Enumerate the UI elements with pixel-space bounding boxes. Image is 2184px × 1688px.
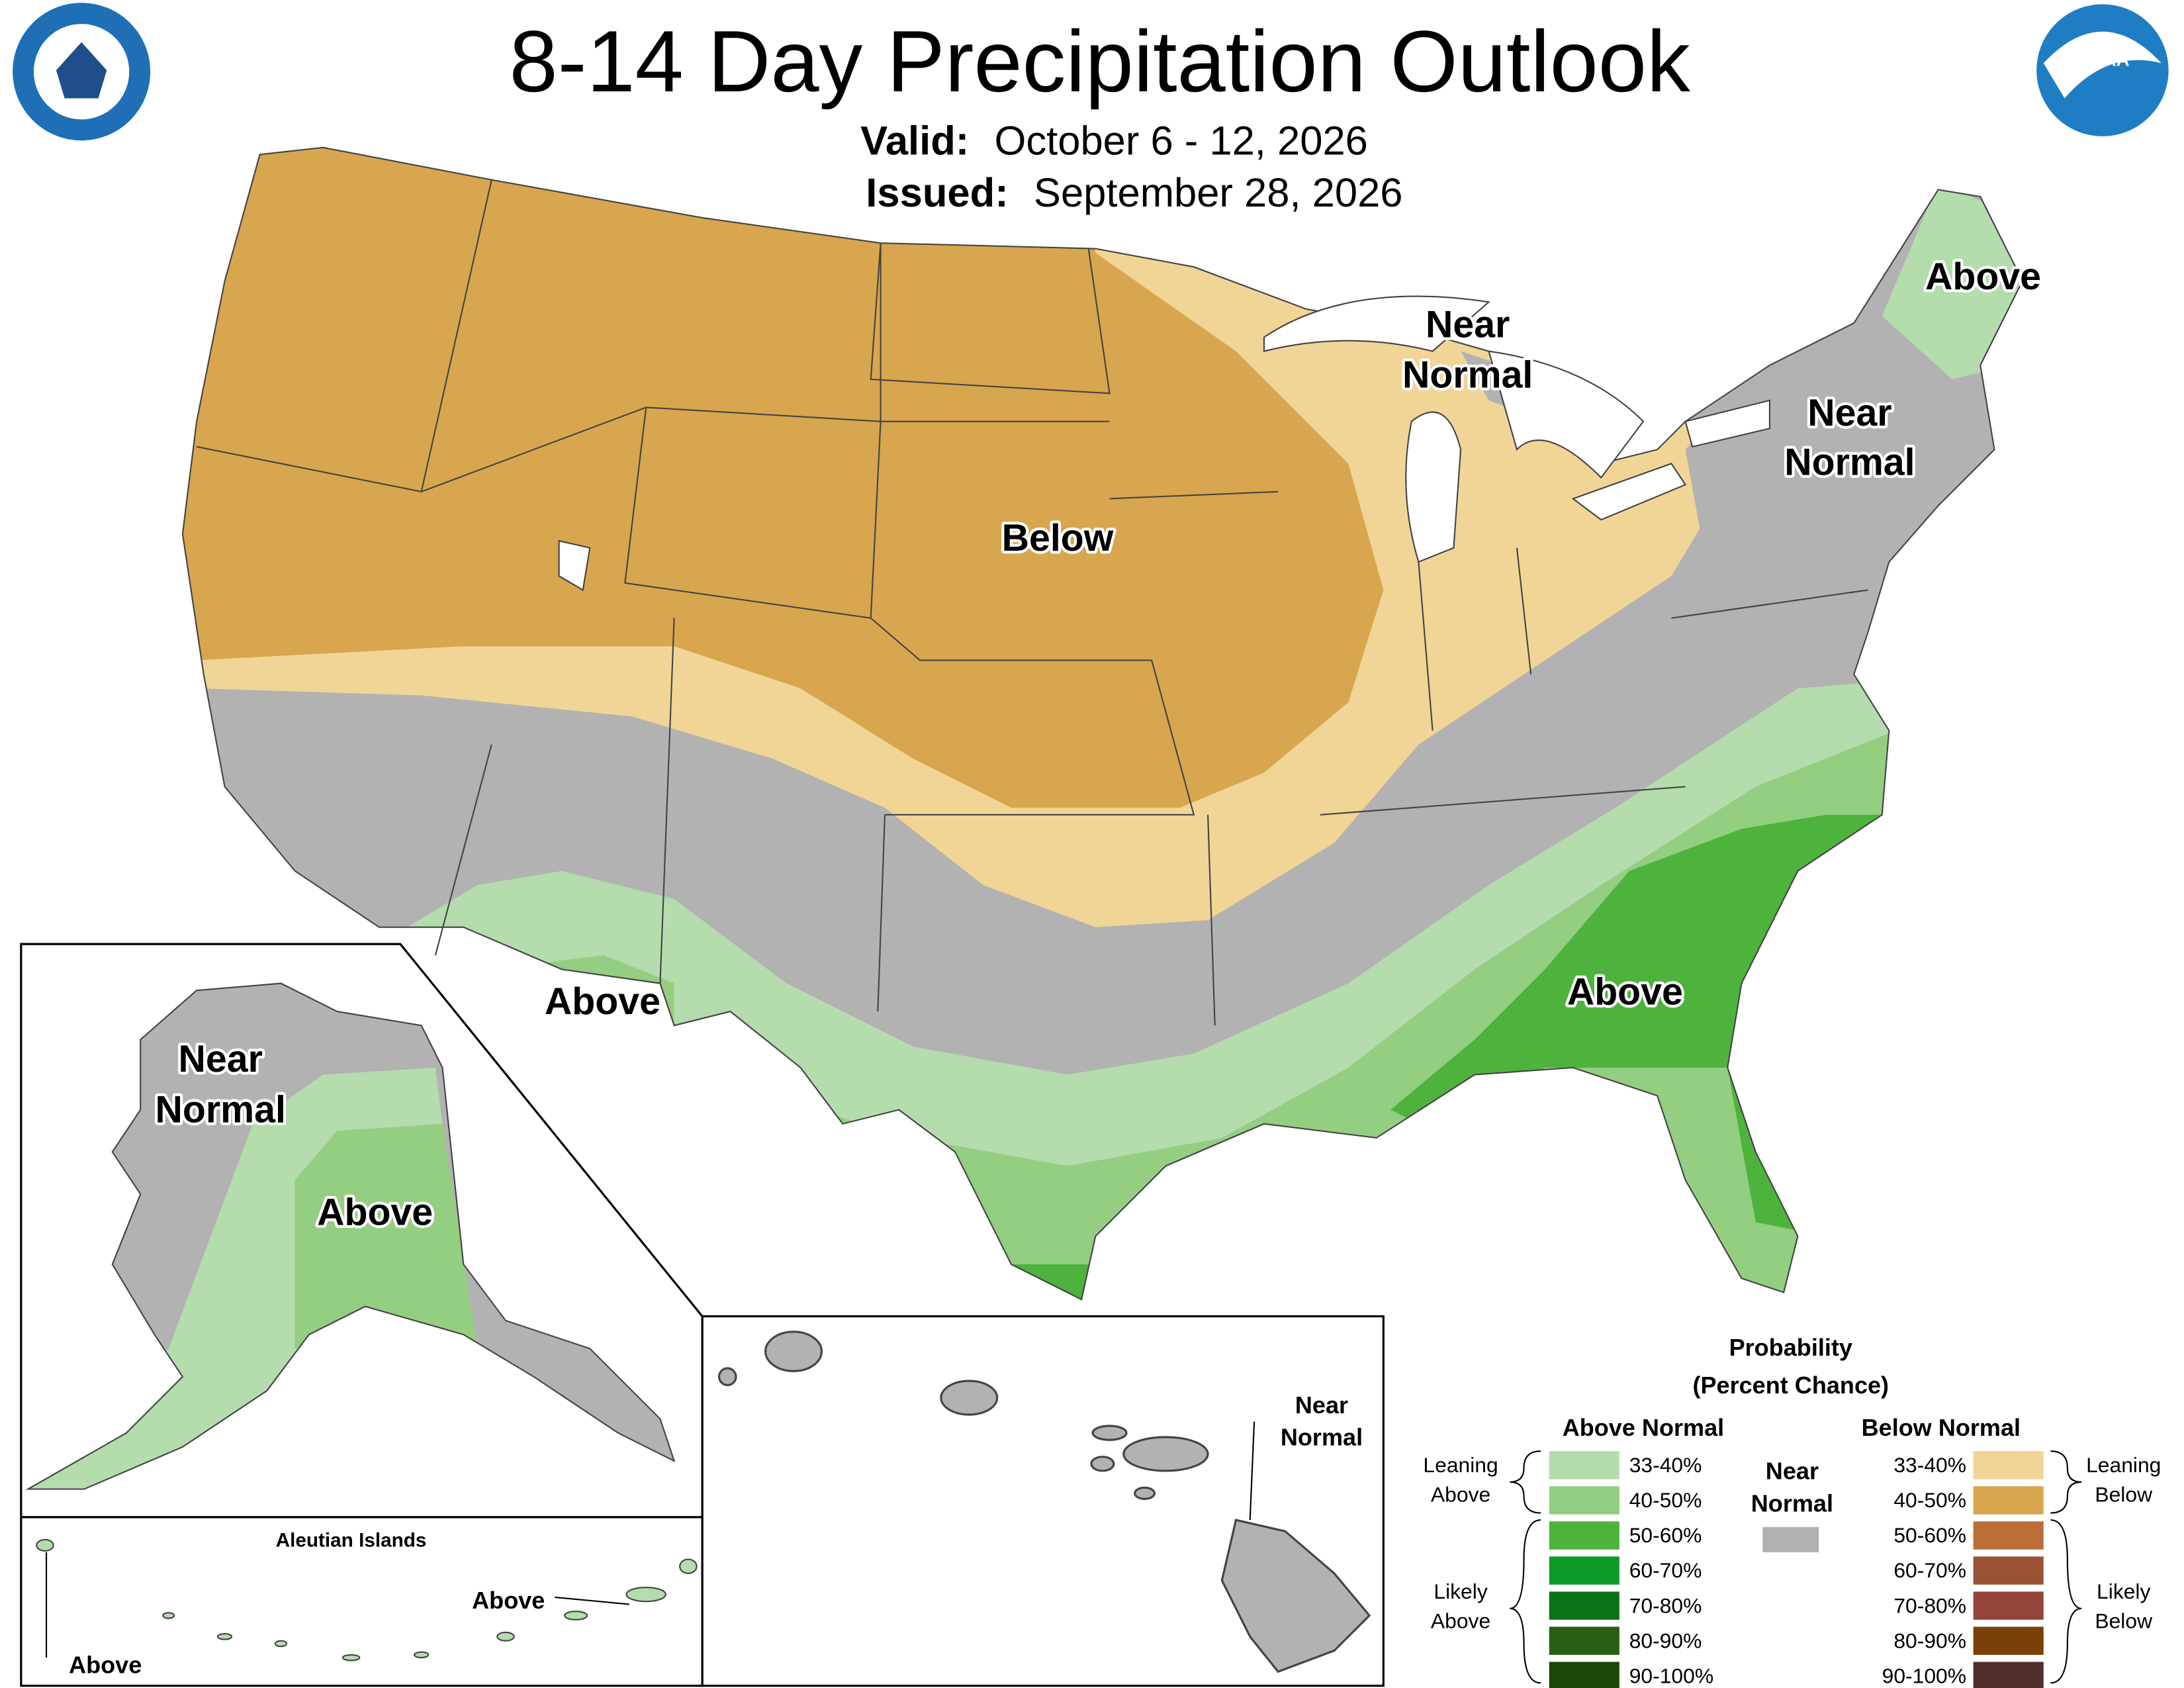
legend-swatch	[1549, 1556, 1619, 1585]
valid-label: Valid:	[860, 118, 969, 164]
legend-swatch	[1549, 1626, 1619, 1655]
legend-swatch	[1973, 1486, 2044, 1515]
alaska	[28, 983, 674, 1489]
legend-group: Below	[2095, 1483, 2153, 1507]
legend-group: Leaning	[1423, 1453, 1498, 1477]
alaska-label: Above	[317, 1192, 433, 1234]
legend-range: 70-80%	[1893, 1593, 1966, 1617]
legend-below-title: Below Normal	[1862, 1414, 2021, 1441]
map-label: Above	[1925, 256, 2041, 298]
legend-braces	[1510, 1450, 2082, 1684]
title: 8-14 Day Precipitation Outlook	[510, 13, 1691, 110]
legend-swatch	[1549, 1591, 1619, 1620]
leader	[555, 1596, 629, 1605]
aleutian-label: Above	[472, 1587, 545, 1614]
legend-swatch	[1549, 1521, 1619, 1550]
legend-range: 50-60%	[1629, 1523, 1702, 1547]
legend-swatch	[1973, 1521, 2044, 1550]
legend-group: Above	[1431, 1609, 1490, 1633]
issued-date: September 28, 2026	[1034, 170, 1403, 216]
legend-swatch	[1973, 1591, 2044, 1620]
leader	[1249, 1421, 1255, 1521]
legend-range: 80-90%	[1629, 1628, 1702, 1652]
legend-near-title: Near	[1766, 1458, 1819, 1485]
map-label: Near	[1426, 303, 1510, 346]
legend-range: 80-90%	[1893, 1628, 1966, 1652]
noaa-text: NOAA	[2075, 50, 2129, 70]
hawaii-islands	[717, 1331, 1371, 1673]
legend-subtitle: (Percent Chance)	[1692, 1372, 1889, 1399]
aleutian-label: Above	[69, 1652, 142, 1679]
hawaii-frame	[701, 1315, 1385, 1687]
legend-swatch	[1549, 1486, 1619, 1515]
legend-range: 50-60%	[1893, 1523, 1966, 1547]
legend-range: 90-100%	[1882, 1664, 1966, 1687]
legend-group: Likely	[1433, 1579, 1487, 1603]
map-label: Above	[545, 980, 660, 1023]
legend-swatch	[1973, 1626, 2044, 1655]
legend-group: Below	[2095, 1609, 2153, 1633]
legend-range: 40-50%	[1629, 1488, 1702, 1512]
alaska-label: Near	[179, 1038, 263, 1080]
legend-group: Leaning	[2086, 1453, 2161, 1477]
noaa-logo: NOAA	[2033, 1, 2171, 140]
hawaii-label: Near	[1295, 1391, 1348, 1419]
aleutian-islands	[36, 1538, 698, 1662]
issued-label: Issued:	[866, 170, 1008, 216]
great-lakes	[558, 295, 1771, 592]
legend-swatch	[1973, 1662, 2044, 1688]
map-label: Below	[1002, 517, 1114, 559]
legend-range: 60-70%	[1629, 1558, 1702, 1582]
legend-swatch	[1549, 1451, 1619, 1479]
legend-range: 70-80%	[1629, 1593, 1702, 1617]
map-label: Near	[1807, 392, 1891, 434]
map-label: Normal	[1784, 441, 1915, 483]
legend-title: Probability	[1729, 1334, 1852, 1361]
map-label: Above	[1567, 970, 1683, 1013]
legend-swatch	[1549, 1662, 1619, 1688]
doc-logo	[9, 0, 154, 144]
legend-near-title: Normal	[1751, 1489, 1833, 1517]
legend-range: 33-40%	[1893, 1453, 1966, 1477]
legend-above-title: Above Normal	[1563, 1414, 1724, 1441]
legend-near-swatch	[1762, 1526, 1819, 1552]
legend-range: 40-50%	[1893, 1488, 1966, 1512]
legend-range: 33-40%	[1629, 1453, 1702, 1477]
legend-swatch	[1973, 1451, 2044, 1479]
hawaii-label: Normal	[1281, 1424, 1363, 1451]
state-borders	[196, 179, 1868, 1026]
alaska-label: Normal	[156, 1089, 286, 1131]
legend-swatch	[1973, 1556, 2044, 1585]
legend-range: 90-100%	[1629, 1664, 1713, 1687]
legend-group: Likely	[2097, 1579, 2150, 1603]
valid-dates: October 6 - 12, 2026	[995, 118, 1368, 164]
legend: Probability (Percent Chance) Above Norma…	[1423, 1334, 2161, 1688]
alaska-above-40-50	[295, 1123, 478, 1349]
aleutian-title: Aleutian Islands	[276, 1530, 427, 1552]
legend-range: 60-70%	[1893, 1558, 1966, 1582]
map-label: Normal	[1402, 354, 1533, 397]
legend-group: Above	[1431, 1483, 1490, 1507]
